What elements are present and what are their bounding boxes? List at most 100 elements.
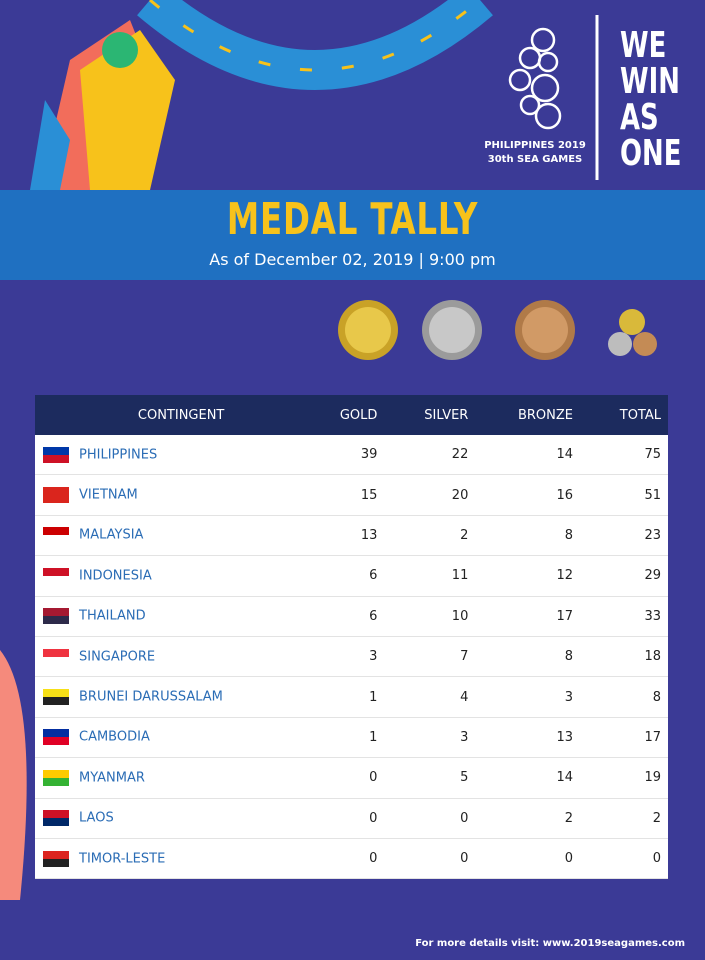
table-row: VIETNAM 15 20 16 51 — [35, 474, 668, 516]
table-row: CAMBODIA 1 3 13 17 — [35, 717, 668, 759]
table-row: TIMOR-LESTE 0 0 0 0 — [35, 838, 668, 880]
flag — [43, 446, 69, 463]
medal-count: 13 — [475, 717, 580, 759]
medal-count: 33 — [580, 596, 668, 637]
country-name: TIMOR-LESTE — [79, 851, 166, 867]
country-cell: THAILAND — [35, 596, 322, 637]
medal-count: 75 — [580, 435, 668, 476]
medal-count: 8 — [475, 636, 580, 678]
medal-count: 8 — [475, 515, 580, 557]
country-name: BRUNEI DARUSSALAM — [79, 689, 223, 705]
table-row: LAOS 0 0 2 2 — [35, 798, 668, 839]
table-row: THAILAND 6 10 17 33 — [35, 596, 668, 637]
medal-count: 10 — [384, 596, 476, 637]
medal-count: 2 — [475, 798, 580, 839]
flag — [43, 487, 69, 504]
medal-count: 0 — [321, 757, 385, 799]
country-cell: VIETNAM — [35, 474, 322, 516]
medal-count: 3 — [384, 717, 476, 759]
country-cell: MALAYSIA — [35, 515, 322, 557]
country-cell: SINGAPORE — [35, 636, 322, 678]
country-cell: TIMOR-LESTE — [35, 838, 322, 880]
title-band — [0, 190, 705, 280]
medal-count: 15 — [321, 474, 385, 516]
footer: For more details visit: www.2019seagames… — [415, 938, 685, 949]
medal-count: 5 — [384, 757, 476, 799]
flag — [43, 769, 69, 786]
medal-count: 39 — [321, 435, 385, 476]
medal-count: 23 — [580, 515, 668, 557]
medal-count: 0 — [384, 798, 476, 839]
title: MEDAL TALLY — [226, 194, 479, 245]
medal-count: 17 — [475, 596, 580, 637]
column-header: GOLD — [321, 395, 385, 435]
medal-count: 17 — [580, 717, 668, 759]
country-cell: PHILIPPINES — [35, 435, 322, 476]
logo-text: PHILIPPINES 2019 — [484, 140, 586, 151]
medal-count: 29 — [580, 555, 668, 597]
medal-count: 3 — [475, 676, 580, 718]
medal-count: 8 — [580, 676, 668, 718]
table-row: INDONESIA 6 11 12 29 — [35, 555, 668, 597]
flag — [43, 850, 69, 867]
medal-count: 16 — [475, 474, 580, 516]
table-row: SINGAPORE 3 7 8 18 — [35, 636, 668, 678]
slogan-word: ONE — [620, 133, 682, 174]
country-name: PHILIPPINES — [79, 447, 158, 463]
medal-count: 0 — [580, 838, 668, 880]
medal-count: 13 — [321, 515, 385, 557]
slogan-word: WIN — [620, 61, 680, 102]
medal-count: 18 — [580, 636, 668, 678]
country-name: THAILAND — [79, 608, 146, 624]
table-row: PHILIPPINES 39 22 14 75 — [35, 435, 668, 476]
medal-count: 4 — [384, 676, 476, 718]
medal-count: 6 — [321, 555, 385, 597]
flag — [43, 648, 69, 665]
medal-count: 6 — [321, 596, 385, 637]
medal-count: 2 — [384, 515, 476, 557]
table-row: MYANMAR 0 5 14 19 — [35, 757, 668, 799]
slogan-word: AS — [620, 97, 659, 138]
medal-count: 3 — [321, 636, 385, 678]
country-cell: BRUNEI DARUSSALAM — [35, 676, 322, 718]
country-name: SINGAPORE — [79, 649, 156, 665]
slogan: WE WIN AS ONE — [620, 28, 681, 172]
column-header: SILVER — [384, 395, 476, 435]
flag — [43, 689, 69, 706]
flag — [43, 567, 69, 584]
country-name: MYANMAR — [79, 770, 145, 786]
flag — [43, 608, 69, 625]
slogan-word: WE — [620, 25, 667, 66]
logo-text: 30th SEA GAMES — [487, 154, 583, 165]
medal-count: 2 — [580, 798, 668, 839]
subtitle: As of December 02, 2019 | 9:00 pm — [209, 250, 496, 269]
medal-count: 20 — [384, 474, 476, 516]
column-header: BRONZE — [475, 395, 580, 435]
column-header: TOTAL — [580, 395, 668, 435]
country-name: INDONESIA — [79, 568, 152, 584]
flag — [43, 729, 69, 746]
country-cell: CAMBODIA — [35, 717, 322, 759]
medal-count: 7 — [384, 636, 476, 678]
country-name: MALAYSIA — [79, 527, 144, 543]
medal-count: 1 — [321, 717, 385, 759]
table-row: BRUNEI DARUSSALAM 1 4 3 8 — [35, 676, 668, 718]
flag — [43, 810, 69, 827]
medal-count: 19 — [580, 757, 668, 799]
medal-count: 12 — [475, 555, 580, 597]
medal-count: 0 — [321, 838, 385, 880]
column-header: CONTINGENT — [35, 395, 322, 435]
country-cell: LAOS — [35, 798, 322, 839]
medal-count: 0 — [321, 798, 385, 839]
country-name: LAOS — [79, 810, 114, 826]
medal-count: 1 — [321, 676, 385, 718]
medal-count: 0 — [384, 838, 476, 880]
medal-count: 11 — [384, 555, 476, 597]
medal-count: 22 — [384, 435, 476, 476]
country-name: VIETNAM — [79, 487, 138, 503]
medal-table: CONTINGENT GOLD SILVER BRONZE TOTAL PHILIPPIN… — [35, 395, 668, 880]
country-name: CAMBODIA — [79, 729, 150, 745]
flag — [43, 527, 69, 544]
